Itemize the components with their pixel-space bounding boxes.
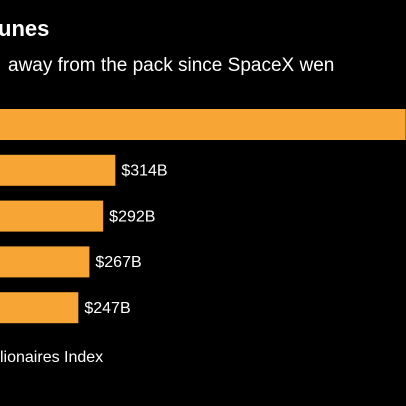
bar	[0, 109, 406, 140]
value-label: $314B	[121, 163, 167, 180]
bar	[0, 246, 90, 278]
bar	[0, 200, 104, 232]
bar	[0, 292, 79, 324]
value-label: $267B	[95, 254, 141, 271]
chart-subtitle: away from the pack since SpaceX wen	[8, 55, 334, 76]
value-label: $247B	[84, 300, 130, 317]
source-note: lionaires Index	[0, 349, 103, 366]
bar	[0, 154, 116, 186]
value-label: $292B	[109, 208, 155, 225]
chart-title: unes	[0, 16, 49, 41]
